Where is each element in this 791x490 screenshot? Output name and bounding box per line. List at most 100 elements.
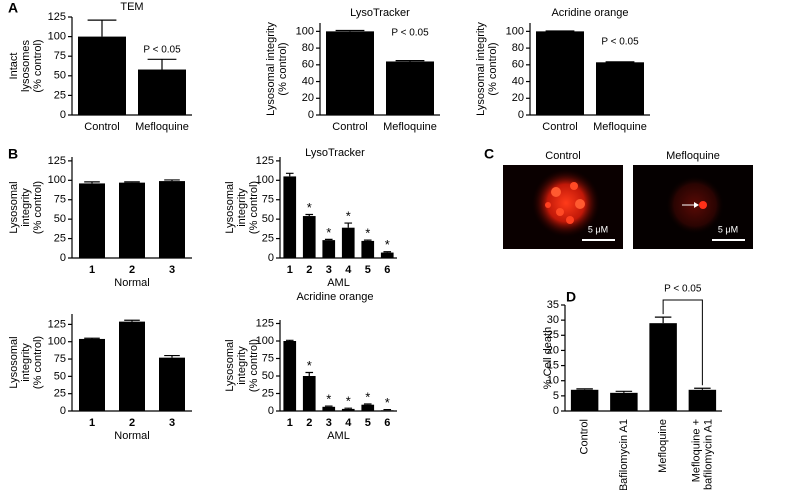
y-tick-label: 0	[268, 252, 274, 264]
y-tick-label: 0	[268, 405, 274, 417]
y-tick-label: 125	[256, 155, 274, 167]
y-tick-label: 50	[54, 70, 66, 82]
annotation: P < 0.05	[664, 284, 702, 295]
y-tick-label: 5	[553, 390, 559, 402]
y-tick-label: 75	[262, 194, 274, 206]
x-tick-label: Mefloquine +	[690, 419, 702, 482]
y-tick-label: 125	[48, 155, 66, 167]
y-tick-label: 10	[547, 375, 559, 387]
error-bar	[654, 316, 672, 324]
y-tick-label: 50	[54, 213, 66, 225]
panel-letter: C	[484, 146, 494, 162]
bar	[361, 240, 375, 258]
bar	[688, 389, 717, 411]
annotation: P < 0.05	[601, 37, 639, 48]
error-bar	[285, 339, 294, 341]
x-tick-label: 5	[365, 264, 371, 276]
y-tick-label: 40	[512, 75, 524, 87]
y-axis-label: (% control)	[487, 42, 499, 95]
y-tick-label: 75	[262, 352, 274, 364]
y-tick-label: 0	[518, 109, 524, 121]
significance-bracket	[662, 299, 703, 386]
x-tick-label: 1	[89, 264, 95, 276]
bar	[570, 389, 599, 411]
y-tick-label: 25	[54, 232, 66, 244]
y-tick-label: 0	[60, 252, 66, 264]
y-tick-label: 100	[48, 336, 66, 348]
x-axis-label: Normal	[114, 430, 149, 442]
y-axis-label: (% control)	[248, 181, 260, 234]
bar	[119, 321, 145, 411]
y-axis-label: Lysosomal	[8, 336, 20, 388]
error-bar	[124, 181, 140, 183]
x-tick-label: Mefloquine	[593, 121, 647, 133]
significance-marker: *	[326, 225, 331, 240]
error-bar	[164, 354, 180, 358]
micrograph: 5 μM	[633, 165, 753, 249]
x-tick-label: Control	[542, 121, 577, 133]
chart-title: TEM	[120, 1, 143, 13]
y-tick-label: 100	[296, 25, 314, 37]
x-tick-label: 2	[306, 264, 312, 276]
panel-letter: B	[8, 146, 18, 162]
y-tick-label: 60	[302, 59, 314, 71]
x-tick-label: bafilomycin A1	[702, 419, 714, 490]
bar	[536, 31, 584, 116]
bar	[119, 182, 145, 258]
section-title: Acridine orange	[296, 291, 373, 303]
chart-title: LysoTracker	[350, 7, 410, 19]
x-axis-label: Normal	[114, 277, 149, 289]
bar	[322, 240, 336, 258]
error-bar	[395, 60, 425, 62]
y-tick-label: 30	[547, 314, 559, 326]
y-tick-label: 50	[54, 370, 66, 382]
y-axis-label: integrity	[236, 188, 248, 227]
x-tick-label: 5	[365, 417, 371, 429]
section-title: LysoTracker	[305, 147, 365, 159]
bar	[79, 183, 105, 258]
x-tick-label: 1	[287, 264, 293, 276]
x-tick-label: Mefloquine	[383, 121, 437, 133]
y-axis-label: Lysosomal	[8, 181, 20, 233]
y-tick-label: 20	[547, 344, 559, 356]
scale-label: 5 μM	[718, 224, 738, 234]
bar	[610, 392, 638, 411]
y-axis-label: (% control)	[32, 39, 44, 92]
image-title: Control	[545, 150, 580, 162]
bar	[159, 357, 185, 411]
y-axis-label: % Cell death	[542, 327, 554, 389]
y-axis-label: Lysosomal integrity	[475, 22, 487, 116]
x-tick-label: 3	[326, 264, 332, 276]
significance-marker: *	[385, 237, 390, 252]
y-tick-label: 25	[262, 232, 274, 244]
y-axis-label: (% control)	[32, 181, 44, 234]
error-bar	[84, 181, 100, 184]
x-tick-label: 4	[345, 417, 352, 429]
y-axis-label: Lysosomal	[224, 181, 236, 233]
y-axis-label: integrity	[20, 188, 32, 227]
x-axis-label: AML	[327, 277, 350, 289]
error-bar	[383, 409, 392, 411]
y-axis-label: Intact	[8, 53, 20, 80]
y-axis-label: integrity	[20, 343, 32, 382]
y-tick-label: 100	[506, 25, 524, 37]
y-tick-label: 100	[48, 174, 66, 186]
bar	[341, 227, 355, 258]
x-axis-label: AML	[327, 430, 350, 442]
x-tick-label: 6	[384, 264, 390, 276]
y-tick-label: 20	[512, 92, 524, 104]
x-tick-label: 3	[169, 264, 175, 276]
micrograph: 5 μM	[503, 165, 623, 249]
error-bar	[363, 239, 372, 241]
y-axis-label: (% control)	[248, 339, 260, 392]
y-tick-label: 100	[48, 31, 66, 43]
y-tick-label: 80	[512, 42, 524, 54]
annotation: P < 0.05	[143, 45, 181, 56]
y-tick-label: 20	[302, 92, 314, 104]
image-title: Mefloquine	[666, 150, 720, 162]
bar	[283, 341, 297, 411]
y-tick-label: 0	[60, 109, 66, 121]
y-axis-label: Lysosomal	[224, 339, 236, 391]
y-axis-label: integrity	[236, 346, 248, 385]
error-bar	[324, 405, 333, 407]
